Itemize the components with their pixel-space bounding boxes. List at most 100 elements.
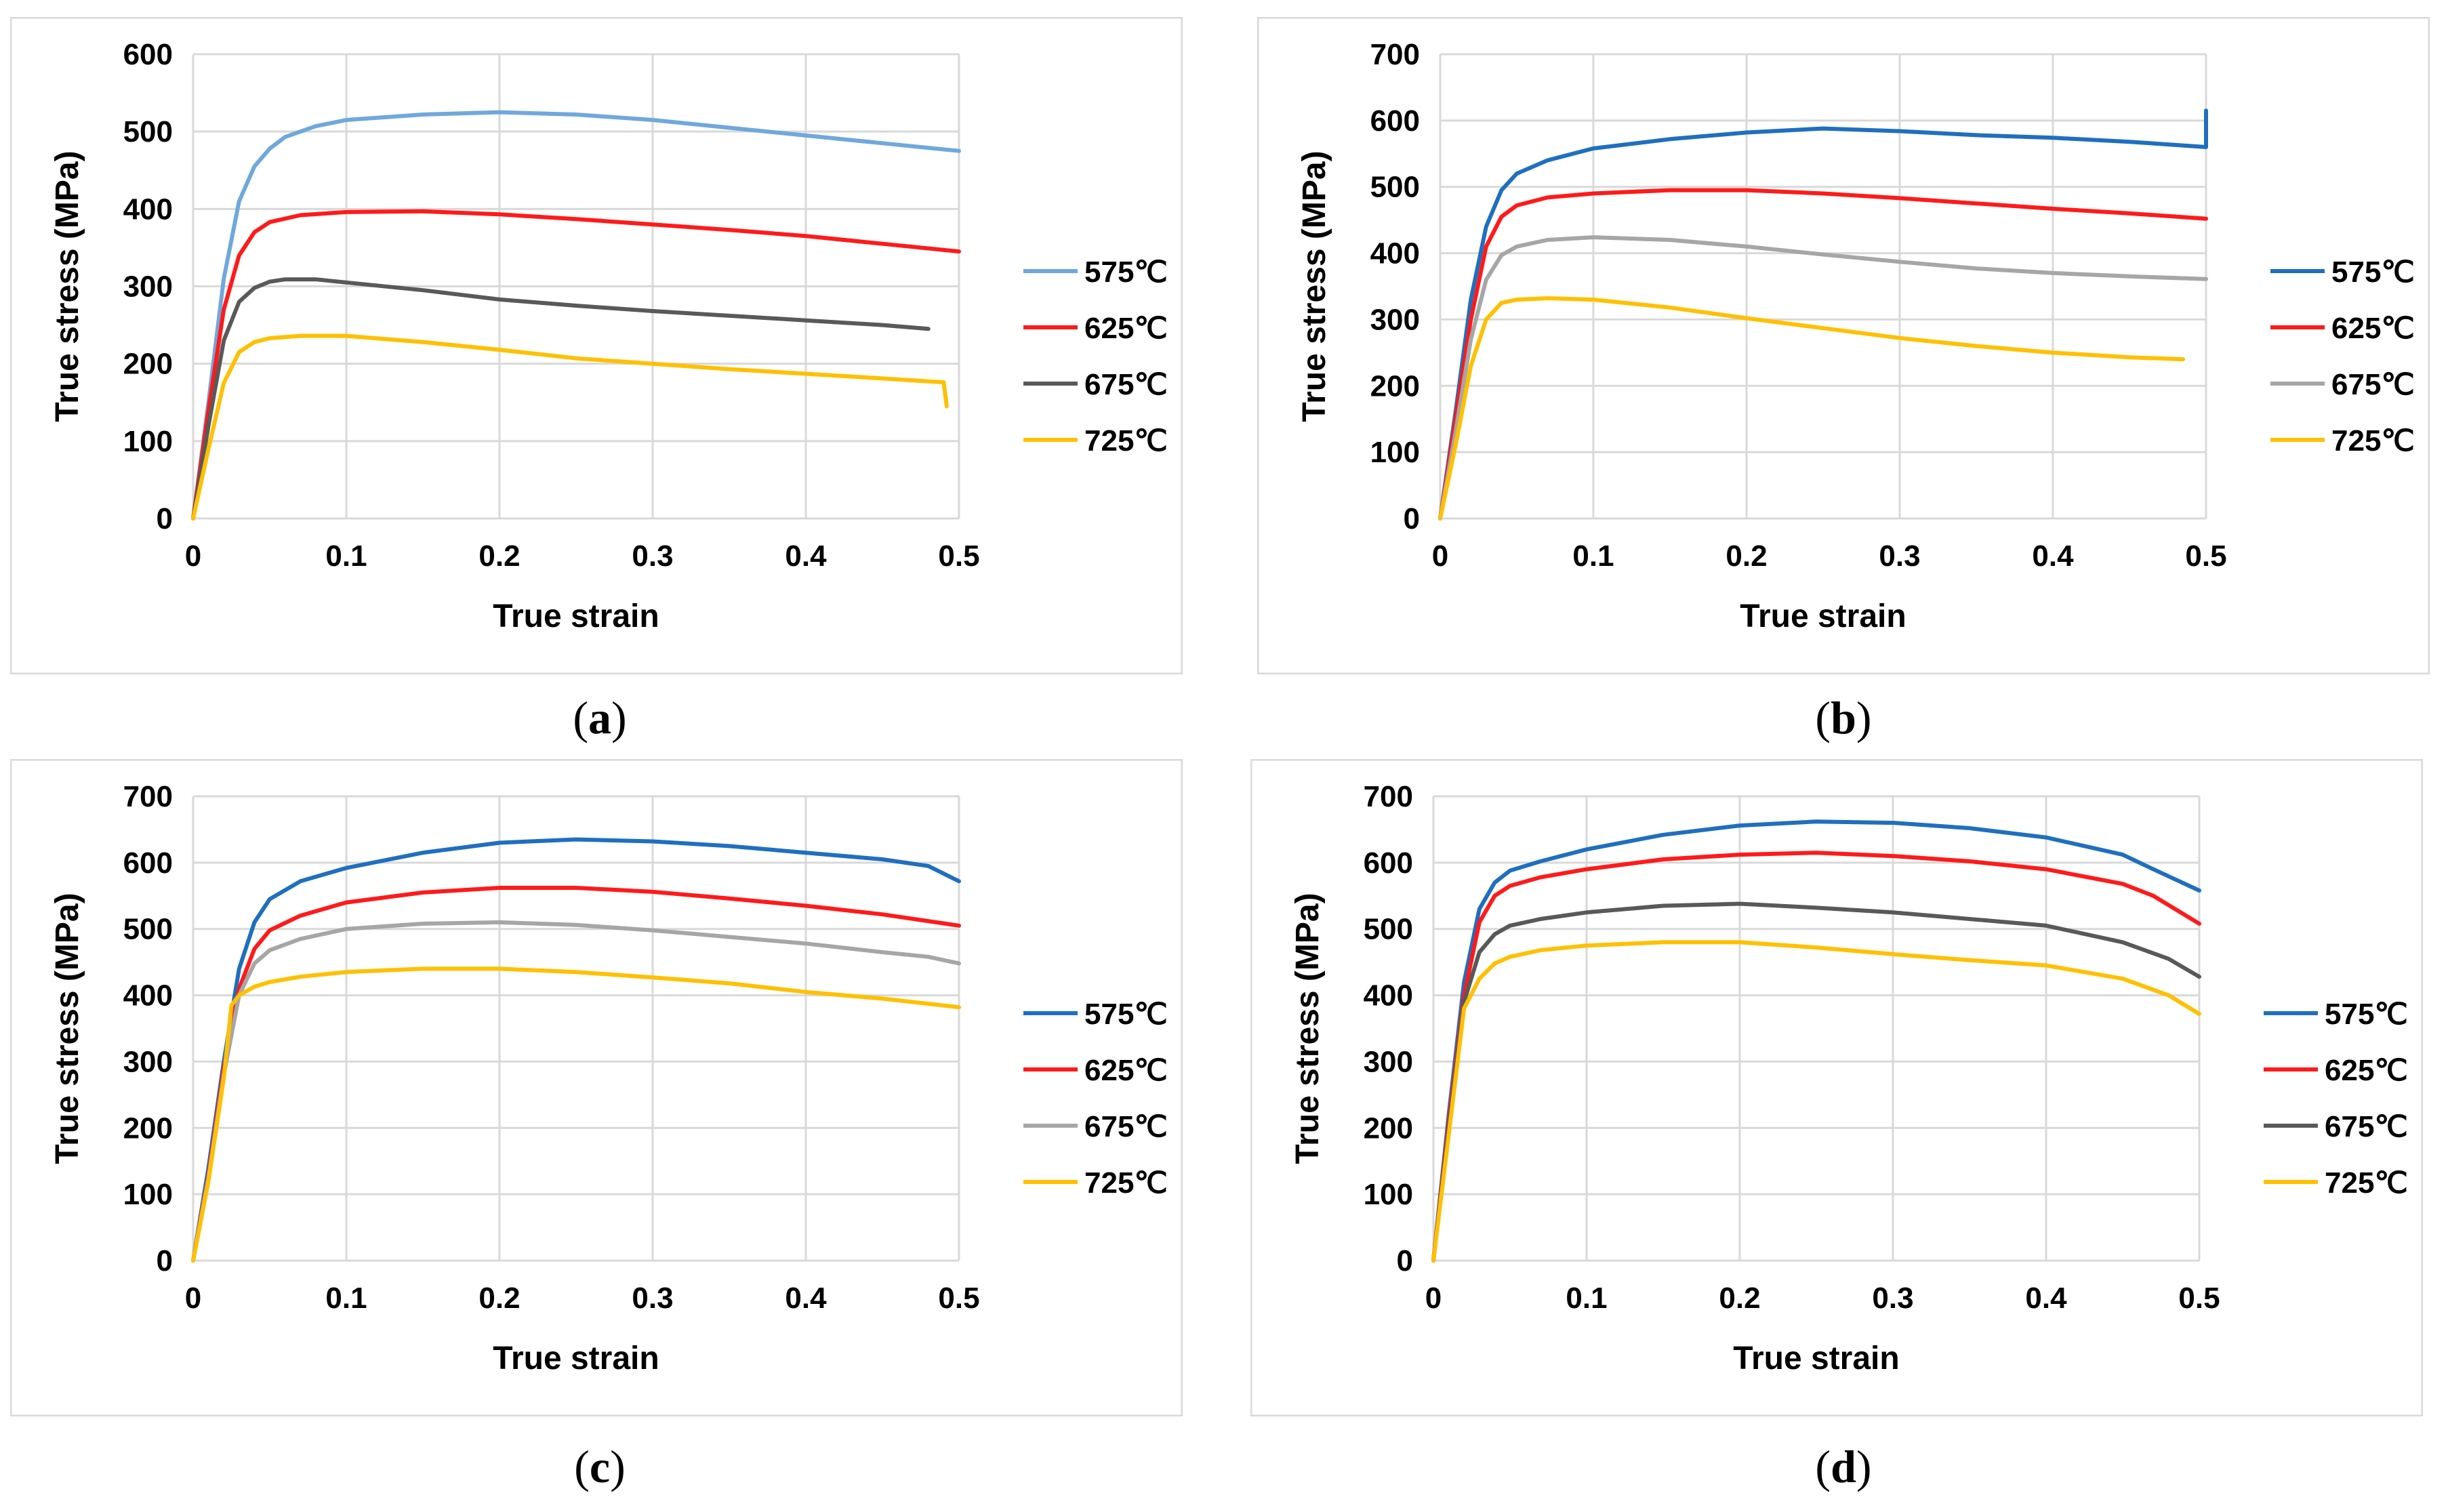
chart-svg-a: 0 100 200 300 400 500 600 0 0.1 0.2 0.3 0.4 0.5 True … (10, 17, 1183, 674)
y-tick-label: 400 (123, 192, 173, 226)
legend-label-0: 575℃ (2331, 256, 2415, 289)
chart-panel-c: 0 100 200 300 400 500 600 700 0 0.1 0.2 0.3 0.4 0.5 Tr… (10, 759, 1183, 1416)
chart-frame (1257, 17, 2430, 674)
y-tick-label: 200 (123, 348, 173, 381)
x-tick-label: 0.1 (325, 1282, 367, 1315)
series-line-3 (1431, 940, 2201, 1263)
series-line-1 (191, 209, 961, 520)
x-tick-label: 0.3 (632, 1282, 673, 1315)
caption-d: (d) (1815, 1441, 1872, 1492)
x-axis-title: True strain (493, 598, 659, 634)
chart-frame (1250, 759, 2423, 1416)
y-tick-label: 600 (1364, 846, 1413, 880)
series-line-3 (191, 966, 961, 1263)
y-tick-label: 300 (123, 1045, 173, 1078)
chart-svg-b: 0 100 200 300 400 500 600 700 0 0.1 0.2 0.3 0.4 0.5 Tr… (1257, 17, 2430, 674)
x-tick-label: 0.5 (938, 539, 979, 573)
y-tick-label: 100 (123, 425, 173, 458)
y-tick-label: 0 (157, 502, 173, 535)
y-tick-label: 600 (1370, 104, 1420, 138)
caption-c: (c) (574, 1441, 626, 1492)
x-tick-label: 0.3 (632, 539, 673, 573)
legend-label-2: 675℃ (1084, 368, 1168, 401)
x-tick-label: 0.4 (785, 1282, 827, 1315)
chart-frame (10, 17, 1183, 674)
y-tick-label: 200 (1364, 1111, 1413, 1145)
series-line-3 (191, 333, 949, 520)
caption-a: (a) (573, 692, 627, 743)
x-tick-label: 0 (1425, 1282, 1442, 1315)
chart-svg-d: 0 100 200 300 400 500 600 700 0 0.1 0.2 0.3 0.4 0.5 Tr… (1250, 759, 2423, 1416)
legend-label-1: 625℃ (2325, 1054, 2408, 1087)
legend-label-0: 575℃ (1084, 256, 1168, 289)
y-tick-label: 200 (123, 1111, 173, 1145)
y-tick-label: 700 (1370, 38, 1420, 71)
x-tick-label: 0.1 (1572, 539, 1614, 573)
legend-label-2: 675℃ (2325, 1110, 2408, 1143)
y-tick-label: 0 (1397, 1244, 1413, 1278)
legend-label-1: 625℃ (1084, 312, 1168, 345)
series-line-1 (1438, 188, 2208, 520)
x-tick-label: 0.5 (938, 1282, 979, 1315)
x-tick-label: 0 (1432, 539, 1448, 573)
y-tick-label: 400 (123, 979, 173, 1013)
legend-label-1: 625℃ (1084, 1054, 1168, 1087)
series-line-2 (191, 277, 931, 520)
x-axis-title: True strain (1740, 598, 1906, 634)
y-tick-label: 0 (1404, 502, 1420, 535)
y-tick-label: 500 (123, 115, 173, 148)
y-tick-label: 300 (123, 270, 173, 304)
y-tick-label: 300 (1370, 303, 1420, 336)
series-line-2 (1438, 235, 2208, 520)
y-tick-label: 0 (157, 1244, 173, 1278)
legend-label-0: 575℃ (2325, 998, 2408, 1031)
y-tick-label: 200 (1370, 369, 1420, 403)
x-tick-label: 0.5 (2178, 1282, 2220, 1315)
chart-svg-c: 0 100 200 300 400 500 600 700 0 0.1 0.2 0.3 0.4 0.5 Tr… (10, 759, 1183, 1416)
y-tick-label: 100 (123, 1178, 173, 1211)
y-tick-label: 700 (123, 780, 173, 813)
legend-label-2: 675℃ (1084, 1110, 1168, 1143)
x-tick-label: 0.1 (325, 539, 367, 573)
y-axis-title: True stress (MPa) (1297, 150, 1332, 422)
x-tick-label: 0.5 (2185, 539, 2226, 573)
x-tick-label: 0.3 (1879, 539, 1920, 573)
y-tick-label: 600 (123, 846, 173, 880)
series-line-0 (1431, 819, 2201, 1263)
x-tick-label: 0.2 (1719, 1282, 1760, 1315)
y-tick-label: 500 (1370, 171, 1420, 204)
y-tick-label: 500 (1364, 913, 1413, 946)
y-tick-label: 700 (1364, 780, 1413, 813)
x-tick-label: 0.1 (1566, 1282, 1607, 1315)
chart-frame (10, 759, 1183, 1416)
x-tick-label: 0.4 (785, 539, 827, 573)
x-axis-title: True strain (493, 1341, 659, 1376)
y-tick-label: 400 (1370, 237, 1420, 270)
series-line-0 (191, 110, 961, 520)
y-tick-label: 100 (1364, 1178, 1413, 1211)
caption-b: (b) (1815, 692, 1872, 743)
y-tick-label: 100 (1370, 436, 1420, 469)
legend-label-3: 725℃ (1084, 424, 1168, 457)
y-tick-label: 600 (123, 38, 173, 71)
x-tick-label: 0.2 (478, 1282, 520, 1315)
x-tick-label: 0.4 (2032, 539, 2074, 573)
y-tick-label: 300 (1364, 1045, 1413, 1078)
legend-label-3: 725℃ (2325, 1166, 2408, 1200)
chart-panel-b: 0 100 200 300 400 500 600 700 0 0.1 0.2 0.3 0.4 0.5 Tr… (1257, 17, 2430, 674)
x-tick-label: 0.2 (1726, 539, 1767, 573)
x-tick-label: 0.2 (478, 539, 520, 573)
series-line-3 (1438, 296, 2186, 520)
x-tick-label: 0.4 (2025, 1282, 2067, 1315)
legend-label-3: 725℃ (2331, 424, 2415, 457)
x-tick-label: 0 (185, 539, 201, 573)
y-axis-title: True stress (MPa) (49, 893, 85, 1164)
chart-panel-a: 0 100 200 300 400 500 600 0 0.1 0.2 0.3 0.4 0.5 True … (10, 17, 1183, 674)
x-axis-title: True strain (1733, 1341, 1899, 1376)
x-tick-label: 0 (185, 1282, 201, 1315)
series-line-0 (1438, 108, 2208, 520)
legend-label-2: 675℃ (2331, 368, 2415, 401)
y-axis-title: True stress (MPa) (1290, 893, 1326, 1164)
y-tick-label: 500 (123, 913, 173, 946)
series-line-1 (1431, 851, 2201, 1263)
